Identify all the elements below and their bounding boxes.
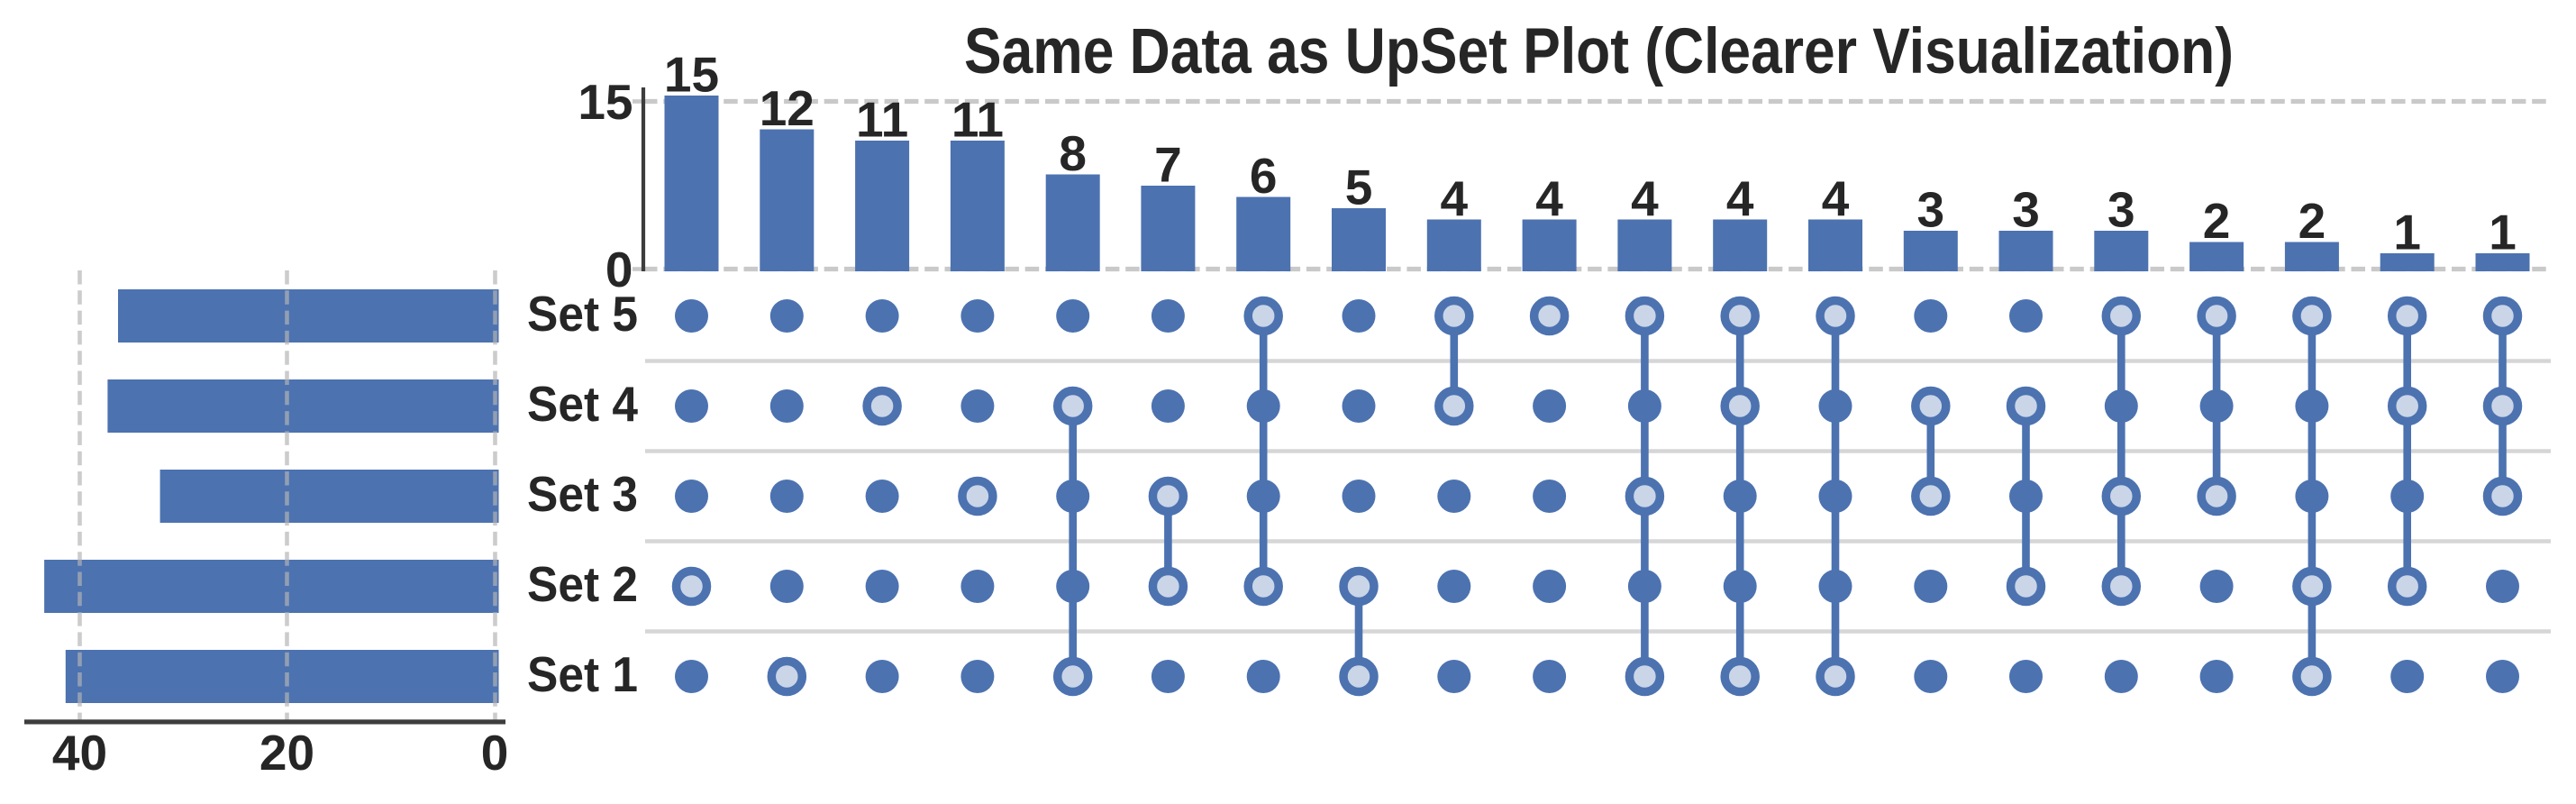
- svg-text:11: 11: [856, 92, 908, 148]
- svg-text:4: 4: [1726, 170, 1754, 226]
- svg-text:Set 2: Set 2: [527, 556, 638, 612]
- svg-text:6: 6: [1250, 148, 1278, 204]
- svg-text:0: 0: [605, 242, 633, 297]
- svg-text:4: 4: [1631, 170, 1659, 226]
- svg-text:2: 2: [2203, 193, 2231, 249]
- svg-text:0: 0: [481, 725, 509, 781]
- svg-text:2: 2: [2298, 193, 2326, 249]
- svg-text:8: 8: [1059, 125, 1087, 181]
- svg-text:4: 4: [1535, 170, 1563, 226]
- svg-text:3: 3: [2012, 182, 2040, 238]
- svg-text:11: 11: [951, 92, 1004, 148]
- svg-text:Set 3: Set 3: [527, 466, 638, 522]
- svg-text:15: 15: [664, 47, 719, 103]
- svg-text:4: 4: [1822, 170, 1850, 226]
- svg-text:Same Data as UpSet Plot (Clear: Same Data as UpSet Plot (Clearer Visuali…: [964, 16, 2234, 87]
- svg-text:40: 40: [52, 725, 107, 781]
- svg-text:1: 1: [2393, 205, 2421, 260]
- svg-text:1: 1: [2489, 205, 2517, 260]
- svg-text:20: 20: [259, 725, 314, 781]
- svg-text:5: 5: [1345, 160, 1373, 215]
- svg-text:3: 3: [2107, 182, 2135, 238]
- svg-text:Set 5: Set 5: [527, 286, 638, 342]
- svg-text:4: 4: [1441, 170, 1469, 226]
- svg-text:3: 3: [1917, 182, 1945, 238]
- svg-text:12: 12: [760, 80, 815, 136]
- svg-text:Set 4: Set 4: [527, 376, 638, 432]
- svg-text:15: 15: [578, 74, 633, 130]
- svg-text:7: 7: [1154, 137, 1182, 193]
- svg-text:Set 1: Set 1: [527, 646, 638, 702]
